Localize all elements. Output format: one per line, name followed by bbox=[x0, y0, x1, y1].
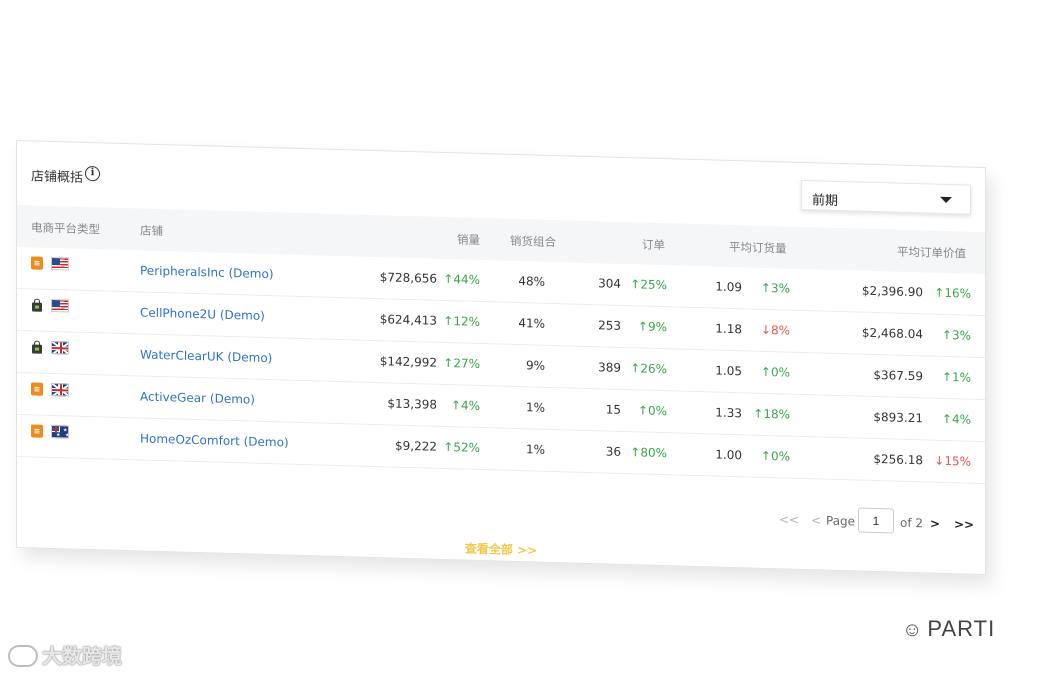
info-icon[interactable]: i bbox=[85, 165, 100, 182]
orders-value: 389 bbox=[598, 360, 621, 375]
col-platform[interactable]: 电商平台类型 bbox=[31, 220, 100, 237]
sales-change: ↑4% bbox=[450, 398, 480, 413]
avg-qty-change: ↓8% bbox=[760, 322, 790, 338]
col-orders[interactable]: 订单 bbox=[642, 237, 665, 253]
avg-value-value: $2,396.90 bbox=[861, 283, 923, 300]
sales-mix-value: 9% bbox=[525, 358, 545, 373]
col-sales[interactable]: 销量 bbox=[457, 232, 480, 247]
avg-value-change: ↑16% bbox=[934, 285, 971, 301]
bag-icon bbox=[31, 298, 43, 312]
period-dropdown[interactable]: 前期 bbox=[801, 179, 971, 215]
orders-change: ↑9% bbox=[637, 319, 667, 335]
page-total-label: of 2 bbox=[900, 515, 924, 531]
sales-value: $624,413 bbox=[379, 312, 437, 328]
sales-mix-value: 1% bbox=[525, 442, 545, 457]
watermark-logo-icon bbox=[8, 645, 38, 667]
avg-qty-value: 1.18 bbox=[715, 321, 742, 337]
orders-change: ↑0% bbox=[637, 403, 667, 419]
avg-value-value: $367.59 bbox=[873, 367, 923, 384]
sales-change: ↑12% bbox=[443, 313, 480, 329]
watermark-left-text: 大数跨境 bbox=[42, 644, 122, 668]
col-avg-order-value[interactable]: 平均订单价值 bbox=[897, 244, 966, 261]
store-summary-card: 店铺概括 i 前期 电商平台类型 店铺 销量 销货组合 订单 平均订货量 平均订… bbox=[16, 140, 986, 576]
avg-value-change: ↓15% bbox=[934, 453, 971, 469]
avg-qty-value: 1.33 bbox=[715, 405, 742, 421]
sales-mix-value: 1% bbox=[525, 400, 545, 415]
avg-qty-change: ↑18% bbox=[753, 406, 790, 422]
shop-icon: ≡ bbox=[31, 424, 43, 438]
first-page-button[interactable]: << bbox=[779, 512, 800, 527]
store-link[interactable]: ActiveGear (Demo) bbox=[140, 389, 255, 407]
shop-icon: ≡ bbox=[31, 256, 43, 270]
watermark-right: ☺ PARTI bbox=[902, 616, 995, 642]
sales-mix-value: 41% bbox=[518, 316, 545, 331]
avg-value-value: $256.18 bbox=[873, 451, 923, 468]
store-link[interactable]: WaterClearUK (Demo) bbox=[140, 347, 273, 366]
avg-value-value: $893.21 bbox=[873, 409, 923, 426]
avg-qty-value: 1.05 bbox=[715, 363, 742, 379]
store-link[interactable]: CellPhone2U (Demo) bbox=[140, 305, 265, 323]
us-flag-icon bbox=[51, 298, 69, 313]
orders-value: 36 bbox=[605, 444, 621, 459]
orders-value: 15 bbox=[605, 402, 621, 417]
card-title: 店铺概括 bbox=[31, 169, 84, 186]
avg-qty-change: ↑0% bbox=[760, 364, 790, 380]
shop-icon: ≡ bbox=[31, 382, 43, 396]
uk-flag-icon bbox=[51, 340, 69, 355]
watermark-left: 大数跨境 bbox=[8, 640, 122, 669]
orders-change: ↑26% bbox=[630, 361, 667, 377]
sales-change: ↑44% bbox=[443, 271, 480, 287]
last-page-button[interactable]: >> bbox=[954, 517, 975, 532]
avg-qty-change: ↑3% bbox=[760, 280, 790, 296]
orders-change: ↑80% bbox=[630, 445, 667, 461]
avg-value-value: $2,468.04 bbox=[861, 325, 923, 342]
orders-change: ↑25% bbox=[630, 277, 667, 293]
sales-value: $9,222 bbox=[395, 438, 437, 454]
avg-value-change: ↑1% bbox=[941, 369, 971, 385]
col-avg-order-qty[interactable]: 平均订货量 bbox=[729, 239, 787, 256]
wechat-icon: ☺ bbox=[902, 619, 924, 641]
store-link[interactable]: HomeOzComfort (Demo) bbox=[140, 431, 289, 450]
au-flag-icon: ★ ★ ★ bbox=[51, 424, 69, 439]
bag-icon bbox=[31, 340, 43, 354]
orders-value: 253 bbox=[598, 318, 621, 333]
avg-value-change: ↑3% bbox=[941, 327, 971, 343]
avg-qty-value: 1.09 bbox=[715, 279, 742, 295]
orders-value: 304 bbox=[598, 276, 621, 291]
us-flag-icon bbox=[51, 256, 69, 271]
col-store[interactable]: 店铺 bbox=[140, 223, 163, 239]
avg-qty-change: ↑0% bbox=[760, 448, 790, 464]
page-number-input[interactable] bbox=[858, 507, 894, 534]
watermark-right-text: PARTI bbox=[927, 616, 996, 641]
sales-value: $13,398 bbox=[387, 396, 437, 412]
period-dropdown-value: 前期 bbox=[812, 193, 839, 209]
avg-value-change: ↑4% bbox=[941, 411, 971, 427]
sales-value: $142,992 bbox=[379, 354, 437, 370]
uk-flag-icon bbox=[51, 382, 69, 397]
sales-change: ↑27% bbox=[443, 355, 480, 371]
store-link[interactable]: PeripheralsInc (Demo) bbox=[140, 263, 274, 282]
page-label: Page bbox=[826, 513, 856, 529]
sales-value: $728,656 bbox=[379, 270, 437, 286]
col-sales-mix[interactable]: 销货组合 bbox=[510, 233, 556, 250]
prev-page-button[interactable]: < bbox=[811, 513, 822, 528]
next-page-button[interactable]: > bbox=[930, 516, 941, 531]
caret-down-icon bbox=[940, 196, 952, 204]
sales-mix-value: 48% bbox=[518, 274, 545, 289]
avg-qty-value: 1.00 bbox=[715, 447, 742, 463]
sales-change: ↑52% bbox=[443, 439, 480, 455]
